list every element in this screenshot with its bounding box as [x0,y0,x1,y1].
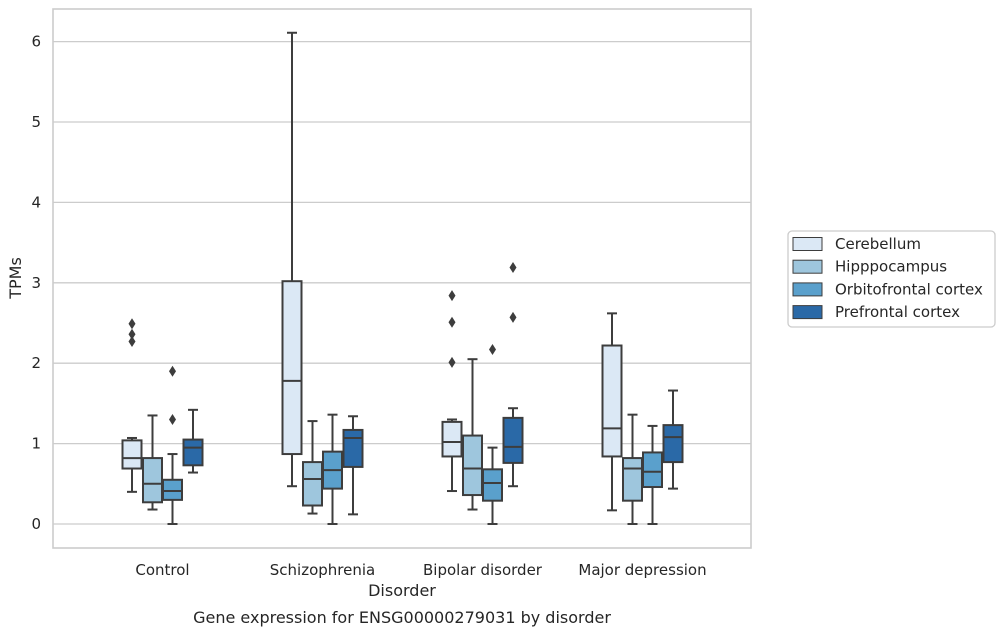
legend-label: Prefrontal cortex [835,303,960,321]
box-group [182,408,204,474]
box-group [601,312,623,512]
y-tick-label: 6 [31,33,41,51]
y-tick-label: 0 [31,515,41,533]
legend-swatch [792,305,823,320]
y-tick-label: 5 [31,113,41,131]
box [121,439,143,470]
outlier-point [509,311,517,323]
y-tick-label: 2 [31,354,41,372]
plot-marks [121,31,684,525]
box [182,438,204,467]
box-group [482,344,503,525]
legend-swatch [792,259,823,274]
box [162,478,183,501]
outlier-point [448,356,456,368]
x-tick-label: Control [135,561,189,579]
box-group [502,262,524,488]
box [642,451,663,489]
box-group [162,365,183,525]
legend-frame [787,230,996,328]
box [662,424,684,464]
y-tick-label: 1 [31,435,41,453]
box [462,434,483,497]
outlier-point [128,318,136,330]
box-group [441,290,463,493]
box-group [662,389,684,490]
box [601,344,623,458]
box-group [142,414,163,511]
legend-label: Orbitofrontal cortex [835,280,983,298]
y-tick-label: 4 [31,193,41,211]
box [142,457,163,504]
box [302,461,323,507]
box [342,428,364,468]
outlier-point [489,344,496,356]
plot-frame [52,8,752,549]
box-group [302,420,323,515]
y-tick-label: 3 [31,274,41,292]
x-axis-label: Disorder [368,581,436,600]
box-group [322,413,343,525]
x-tick-label: Bipolar disorder [423,561,543,579]
legend: Cerebellum Hipppocampus Orbitofrontal cort… [787,230,996,328]
y-tick-labels: 0 1 2 3 4 5 6 [31,33,41,533]
box-group [342,415,364,516]
x-tick-label: Schizophrenia [270,561,375,579]
chart-caption: Gene expression for ENSG00000279031 by d… [193,608,611,627]
outlier-point [128,328,136,340]
outlier-point [169,365,176,377]
x-tick-labels: Control Schizophrenia Bipolar disorder Majo… [135,561,706,579]
box-group [642,424,663,525]
x-tick-label: Major depression [578,561,706,579]
box-group [121,318,143,493]
box [281,280,303,456]
box-group [281,31,303,488]
outlier-point [509,262,517,274]
box [502,416,524,464]
box [622,457,643,502]
box [441,420,463,458]
legend-label: Cerebellum [835,235,921,253]
legend-items: Cerebellum Hipppocampus Orbitofrontal cort… [792,235,983,321]
outlier-point [128,335,136,347]
outlier-point [169,413,176,425]
gridlines [53,40,751,525]
box [482,468,503,502]
box-group [462,358,483,511]
legend-swatch [792,237,823,251]
box-group [622,413,643,525]
outlier-point [448,316,456,328]
y-axis-label: TPMs [6,257,25,300]
legend-swatch [792,282,823,297]
outlier-point [448,290,456,302]
legend-label: Hipppocampus [835,258,947,276]
